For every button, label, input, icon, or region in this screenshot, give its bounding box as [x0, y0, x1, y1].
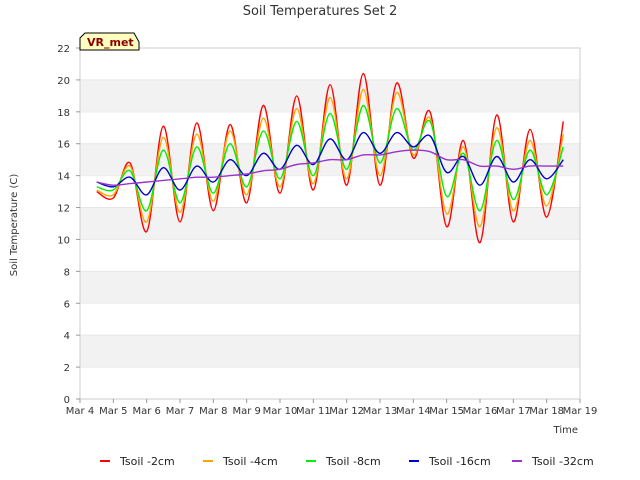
y-tick-label: 16: [57, 140, 70, 151]
y-axis-label: Soil Temperature (C): [9, 174, 20, 277]
y-tick-label: 14: [57, 172, 70, 183]
legend-item: Tsoil -32cm: [512, 455, 594, 468]
x-tick-label: Mar 18: [529, 406, 564, 417]
y-tick-label: 20: [57, 76, 70, 87]
y-tick-label: 4: [64, 331, 70, 342]
series-line-tsoil-4cm: [96, 88, 564, 228]
legend-label: Tsoil -2cm: [119, 455, 175, 468]
x-tick-label: Mar 11: [296, 406, 331, 417]
x-tick-label: Mar 13: [363, 406, 398, 417]
x-tick-label: Mar 4: [66, 406, 94, 417]
y-tick-label: 12: [57, 204, 70, 215]
series-line-tsoil-16cm: [96, 131, 564, 196]
plot-background-bands: [80, 47, 580, 368]
y-tick-label: 22: [57, 44, 70, 55]
legend-label: Tsoil -16cm: [428, 455, 491, 468]
x-tick-label: Mar 12: [329, 406, 364, 417]
x-tick-label: Mar 16: [463, 406, 498, 417]
legend-label: Tsoil -4cm: [222, 455, 278, 468]
x-axis-ticks: Mar 4 Mar 5 Mar 6 Mar 7 Mar 8 Mar 9 Mar 10Mar …: [66, 399, 598, 417]
legend: Tsoil -2cm Tsoil -4cm Tsoil -8cm Tsoil -16c…: [100, 455, 594, 468]
x-tick-label: Mar 7: [166, 406, 194, 417]
legend-label: Tsoil -32cm: [531, 455, 594, 468]
legend-item: Tsoil -4cm: [203, 455, 278, 468]
legend-label: Tsoil -8cm: [325, 455, 381, 468]
legend-item: Tsoil -2cm: [100, 455, 175, 468]
x-tick-label: Mar 17: [496, 406, 531, 417]
series-line-tsoil-32cm: [96, 149, 564, 186]
series-lines: [96, 72, 564, 244]
site-badge-box: [79, 32, 140, 51]
plot-area-frame: [79, 47, 581, 400]
x-tick-label: Mar 6: [132, 406, 160, 417]
grid-band: [80, 271, 580, 304]
y-tick-label: 18: [57, 108, 70, 119]
x-tick-label: Mar 15: [429, 406, 464, 417]
y-tick-label: 10: [57, 235, 70, 246]
x-tick-label: Mar 9: [232, 406, 260, 417]
x-tick-label: Mar 8: [199, 406, 227, 417]
site-badge: VR_met: [79, 32, 140, 51]
series-line-tsoil-8cm: [96, 104, 564, 212]
y-tick-label: 2: [64, 363, 70, 374]
y-tick-label: 8: [64, 267, 70, 278]
chart-title: Soil Temperatures Set 2: [243, 4, 398, 19]
site-badge-label: VR_met: [87, 36, 134, 49]
x-tick-label: Mar 14: [396, 406, 431, 417]
legend-item: Tsoil -16cm: [409, 455, 491, 468]
y-tick-label: 0: [64, 395, 70, 406]
y-tick-label: 6: [64, 299, 70, 310]
x-tick-label: Mar 5: [99, 406, 127, 417]
x-tick-label: Mar 10: [263, 406, 298, 417]
grid-band: [80, 207, 580, 240]
y-axis-ticks: 0 2 4 6 8 10 12 14 16 18 20 22: [57, 44, 80, 406]
x-tick-label: Mar 19: [563, 406, 598, 417]
legend-item: Tsoil -8cm: [306, 455, 381, 468]
x-axis-label: Time: [553, 425, 578, 436]
grid-band: [80, 335, 580, 368]
